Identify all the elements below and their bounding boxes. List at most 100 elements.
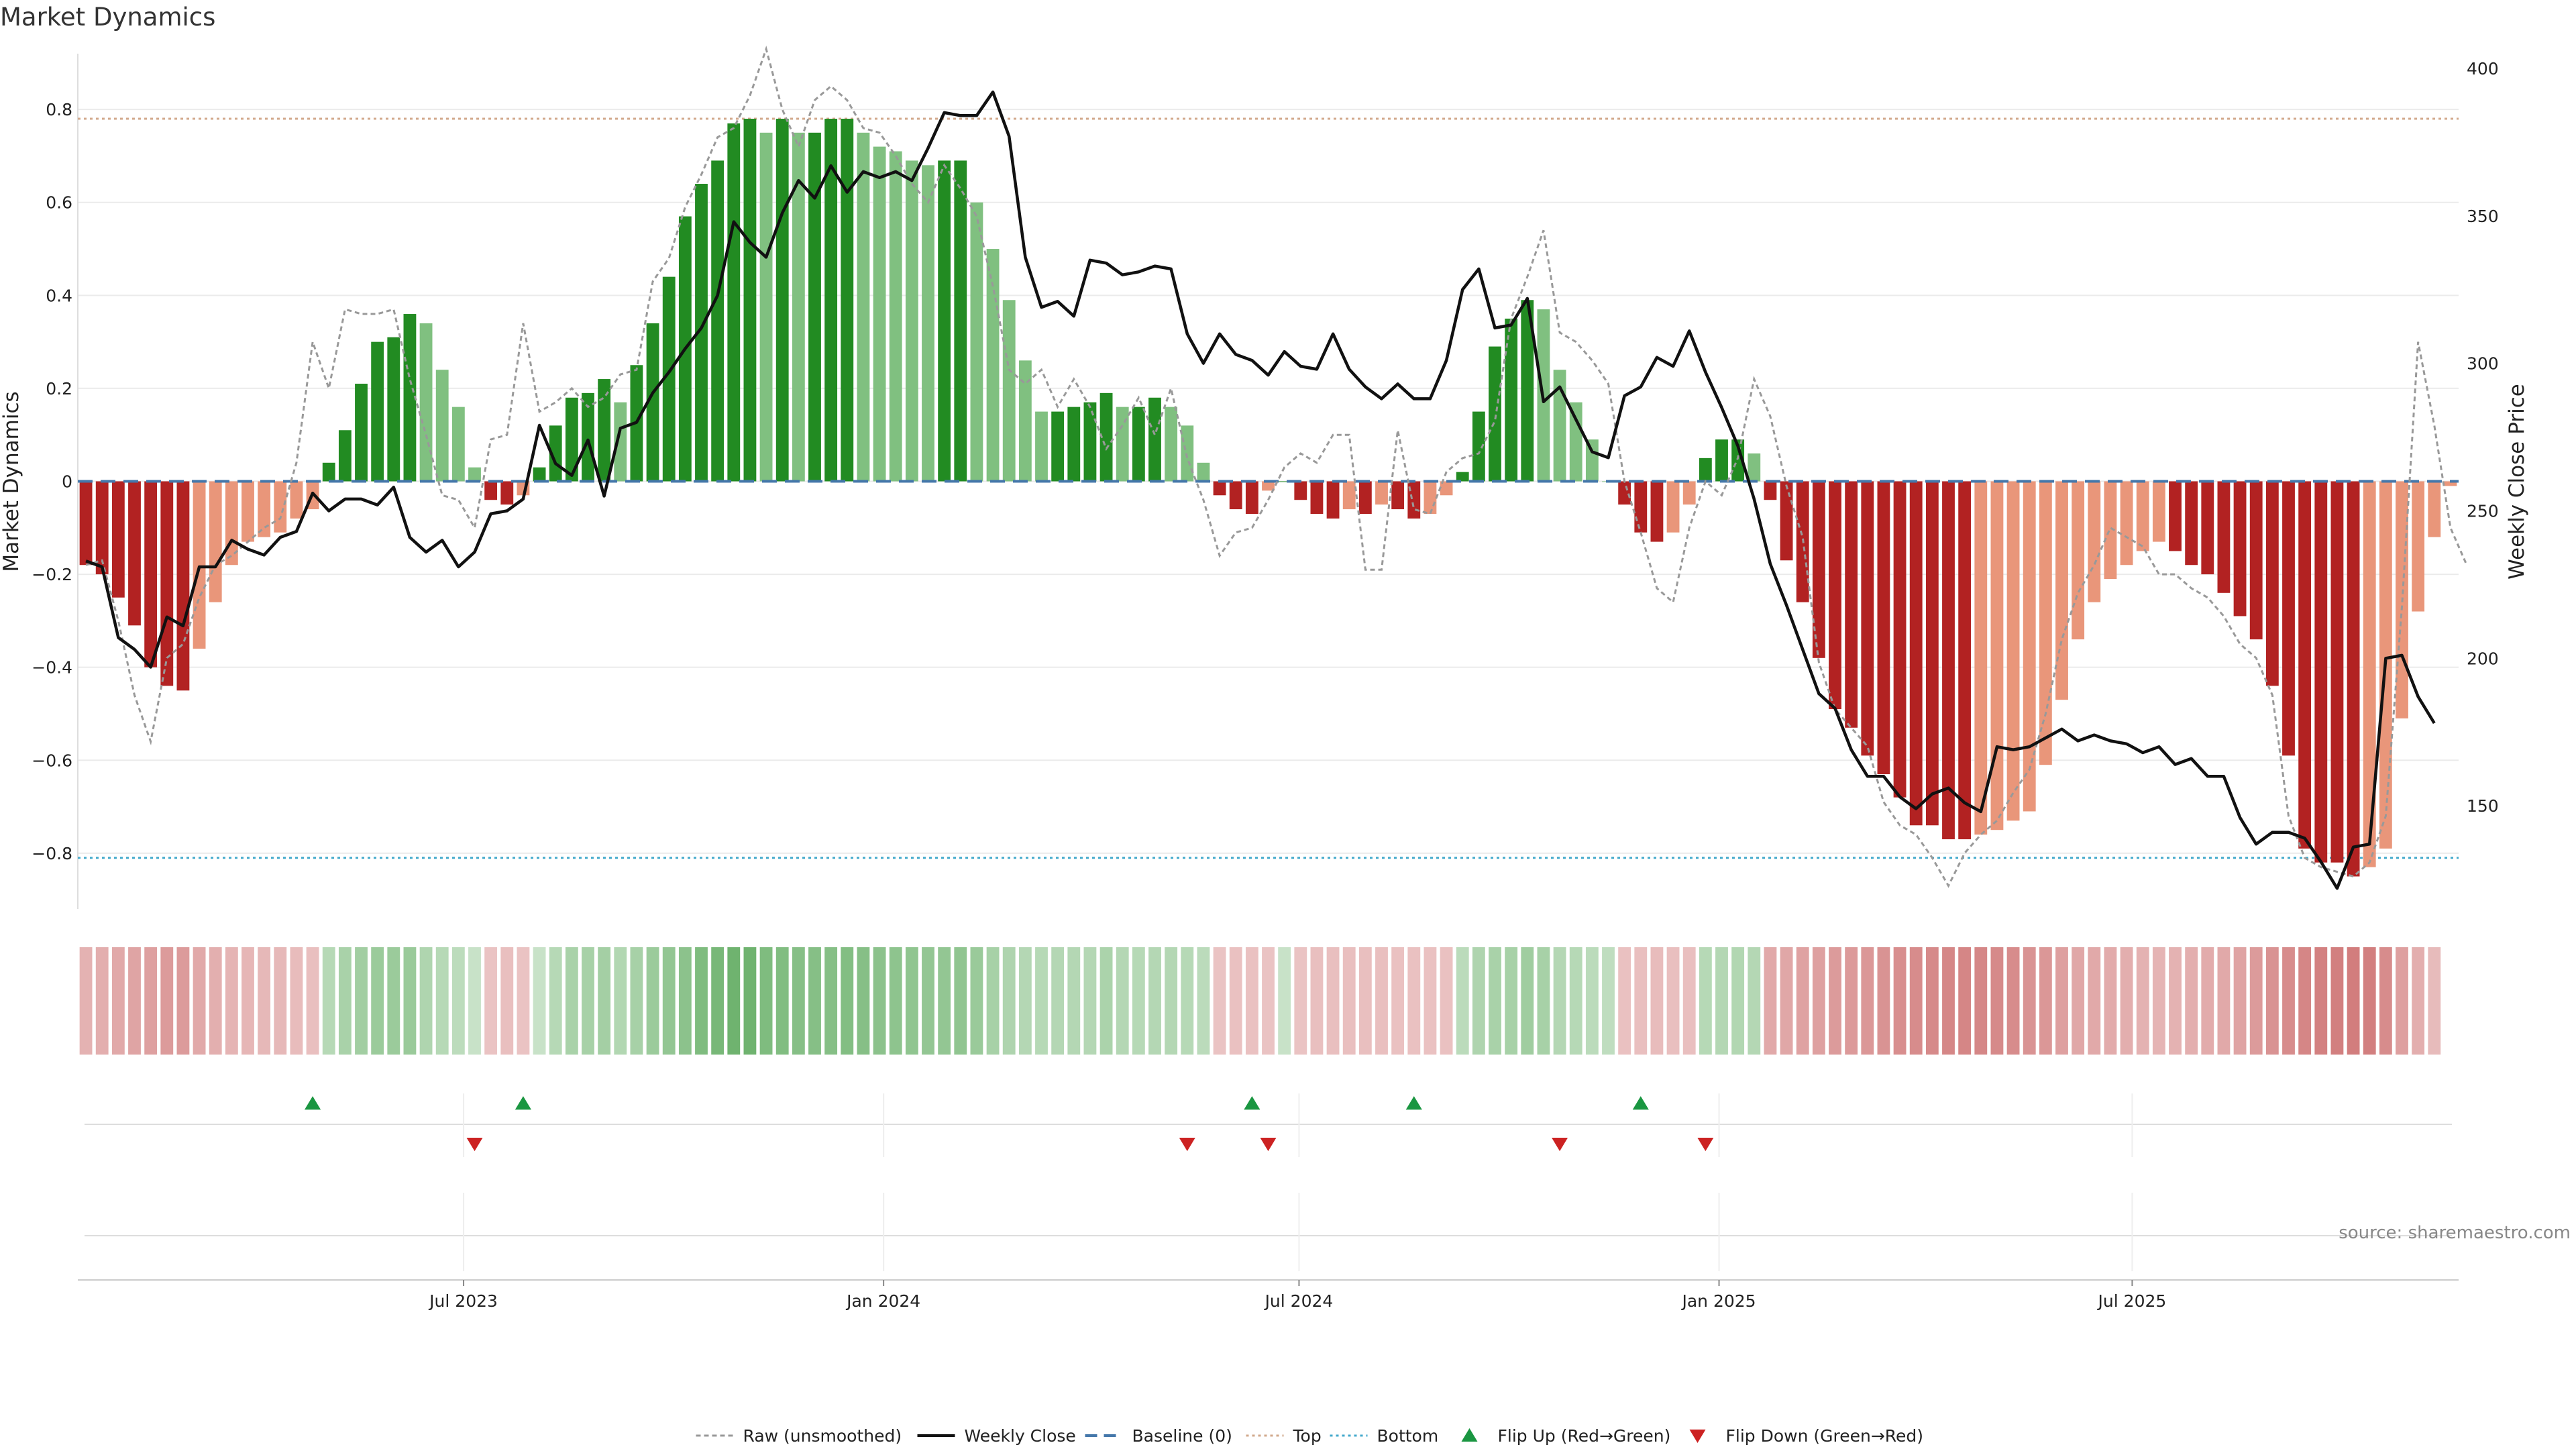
heat-cell: [614, 947, 627, 1055]
dynamics-bar: [2136, 481, 2149, 551]
dynamics-bar: [1942, 481, 1955, 840]
heat-cell: [711, 947, 724, 1055]
heat-cell: [1618, 947, 1631, 1055]
heat-cell: [938, 947, 951, 1055]
flip-markers-panel: [85, 1093, 2452, 1271]
heat-cell: [727, 947, 741, 1055]
weekly-close-line: [85, 90, 2436, 890]
dynamics-bar: [258, 481, 271, 537]
heat-cell: [193, 947, 206, 1055]
dynamics-bar: [1440, 481, 1453, 496]
right-tick-label: 400: [2467, 59, 2499, 78]
dynamics-bar: [1618, 481, 1631, 505]
right-tick-label: 200: [2467, 649, 2499, 668]
heat-cell: [290, 947, 303, 1055]
heat-cell: [2298, 947, 2312, 1055]
heat-cell: [905, 947, 918, 1055]
dynamics-bar: [565, 397, 578, 482]
dynamics-bar: [1553, 370, 1566, 482]
heat-cell: [1521, 947, 1534, 1055]
heat-cell: [954, 947, 967, 1055]
legend-item: Flip Up (Red→Green): [1461, 1426, 1671, 1446]
heat-cell: [873, 947, 886, 1055]
heat-cell: [1569, 947, 1582, 1055]
heat-cell: [970, 947, 983, 1055]
dynamics-bar: [598, 379, 611, 482]
heat-cell: [2023, 947, 2036, 1055]
heat-cell: [1715, 947, 1728, 1055]
heat-cell: [1099, 947, 1113, 1055]
dynamics-bar: [954, 160, 967, 482]
dynamics-bar: [371, 341, 384, 482]
dynamics-bar: [1489, 346, 1501, 482]
heat-cell: [2217, 947, 2231, 1055]
dynamics-bar: [1893, 481, 1907, 798]
dynamics-bar: [2185, 481, 2198, 566]
heat-cell: [144, 947, 158, 1055]
dynamics-bar: [808, 132, 821, 482]
heat-cell: [775, 947, 789, 1055]
dynamics-bar: [2265, 481, 2279, 686]
legend-label: Flip Up (Red→Green): [1498, 1426, 1671, 1446]
heat-cell: [598, 947, 611, 1055]
heat-cell: [2039, 947, 2052, 1055]
heat-cell: [95, 947, 109, 1055]
left-tick-label: −0.8: [32, 844, 72, 863]
heat-cell: [2265, 947, 2279, 1055]
heat-cell: [2185, 947, 2198, 1055]
flip-up-marker: [305, 1096, 321, 1110]
legend-label: Flip Down (Green→Red): [1726, 1426, 1924, 1446]
dynamics-bar: [1650, 481, 1664, 542]
dynamics-bar: [1342, 481, 1356, 510]
heat-cell: [1553, 947, 1566, 1055]
dynamics-bar: [2412, 481, 2425, 612]
heat-cell: [1861, 947, 1874, 1055]
legend-item: Baseline (0): [1085, 1426, 1232, 1446]
heat-cell: [517, 947, 530, 1055]
heat-cell: [2412, 947, 2425, 1055]
dynamics-bar: [338, 430, 352, 482]
dynamics-bar: [1861, 481, 1874, 756]
heat-cell: [1197, 947, 1210, 1055]
heat-cell: [403, 947, 417, 1055]
dynamics-bar: [79, 481, 93, 566]
left-tick-label: 0.2: [46, 379, 72, 398]
heat-cell: [2120, 947, 2133, 1055]
dynamics-bar: [2428, 481, 2441, 537]
dynamics-bar: [1310, 481, 1324, 515]
dynamics-bar: [2330, 481, 2344, 863]
heat-cell: [565, 947, 578, 1055]
heat-cell: [1780, 947, 1793, 1055]
dynamics-bar: [646, 323, 659, 482]
heat-cell: [695, 947, 708, 1055]
dynamics-bar: [727, 123, 741, 482]
dynamics-bar: [1245, 481, 1258, 515]
dynamics-bar: [1456, 472, 1469, 482]
dynamics-bar: [1990, 481, 2004, 830]
heat-cell: [1326, 947, 1340, 1055]
dynamics-bar: [2104, 481, 2117, 580]
right-y-axis-ticks: 400 350 300 250 200 150: [2467, 59, 2499, 816]
dynamics-bar: [209, 481, 222, 602]
dynamics-bar: [95, 481, 109, 575]
heat-cell: [582, 947, 594, 1055]
heat-cell: [1083, 947, 1097, 1055]
dynamics-bar: [2072, 481, 2085, 640]
legend-label: Baseline (0): [1132, 1426, 1232, 1446]
x-tick-label: Jan 2024: [845, 1291, 920, 1311]
heat-cell: [1375, 947, 1388, 1055]
heat-cell: [646, 947, 659, 1055]
heat-cell: [2055, 947, 2068, 1055]
heat-cell: [241, 947, 254, 1055]
heat-cell: [1731, 947, 1745, 1055]
dynamics-bar: [2282, 481, 2295, 756]
legend-swatch: [1689, 1430, 1706, 1443]
heat-cell: [500, 947, 514, 1055]
dynamics-bar: [1116, 407, 1129, 482]
dynamics-bar: [1764, 481, 1777, 500]
heat-cell: [468, 947, 481, 1055]
heat-cell: [1764, 947, 1777, 1055]
dynamics-bar: [1909, 481, 1923, 826]
dynamics-bar: [1877, 481, 1890, 775]
